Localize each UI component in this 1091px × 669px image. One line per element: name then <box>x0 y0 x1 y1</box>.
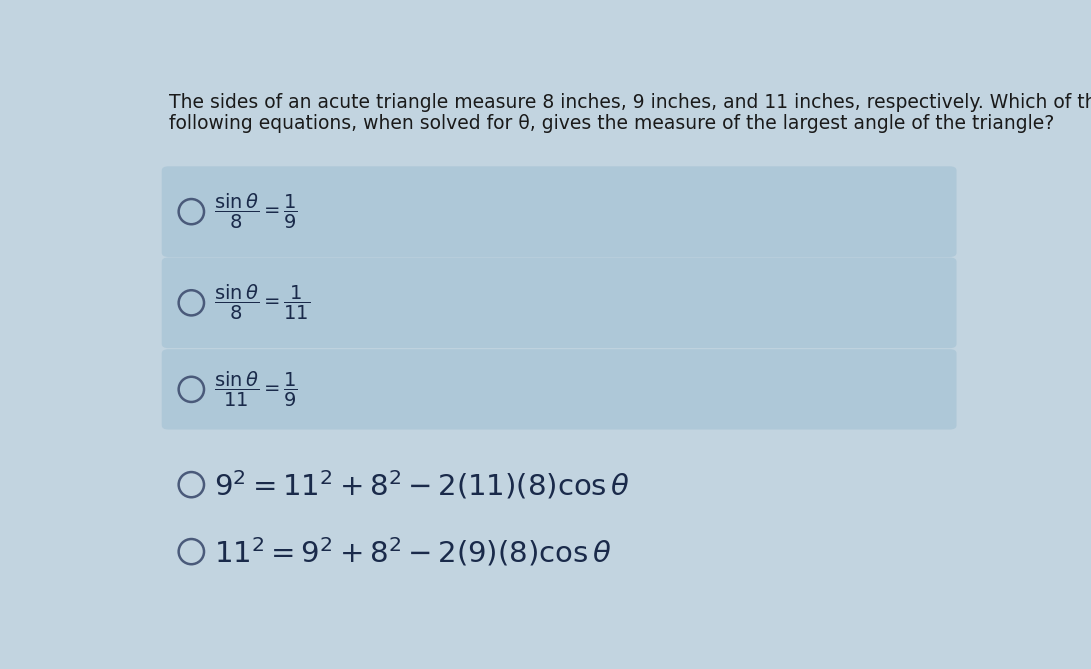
Text: $9^2 = 11^2 + 8^2 - 2(11)(8) \cos\theta$: $9^2 = 11^2 + 8^2 - 2(11)(8) \cos\theta$ <box>214 468 631 501</box>
Text: The sides of an acute triangle measure 8 inches, 9 inches, and 11 inches, respec: The sides of an acute triangle measure 8… <box>168 93 1091 112</box>
Text: $\dfrac{\sin\theta}{8} = \dfrac{1}{11}$: $\dfrac{\sin\theta}{8} = \dfrac{1}{11}$ <box>214 283 310 322</box>
FancyBboxPatch shape <box>161 258 957 348</box>
Text: $\dfrac{\sin\theta}{11} = \dfrac{1}{9}$: $\dfrac{\sin\theta}{11} = \dfrac{1}{9}$ <box>214 370 298 409</box>
Text: following equations, when solved for θ, gives the measure of the largest angle o: following equations, when solved for θ, … <box>168 114 1054 132</box>
Text: $11^2 = 9^2 + 8^2 - 2(9)(8) \cos\theta$: $11^2 = 9^2 + 8^2 - 2(9)(8) \cos\theta$ <box>214 535 612 568</box>
Text: $\dfrac{\sin\theta}{8} = \dfrac{1}{9}$: $\dfrac{\sin\theta}{8} = \dfrac{1}{9}$ <box>214 192 298 231</box>
FancyBboxPatch shape <box>161 167 957 257</box>
FancyBboxPatch shape <box>161 349 957 429</box>
